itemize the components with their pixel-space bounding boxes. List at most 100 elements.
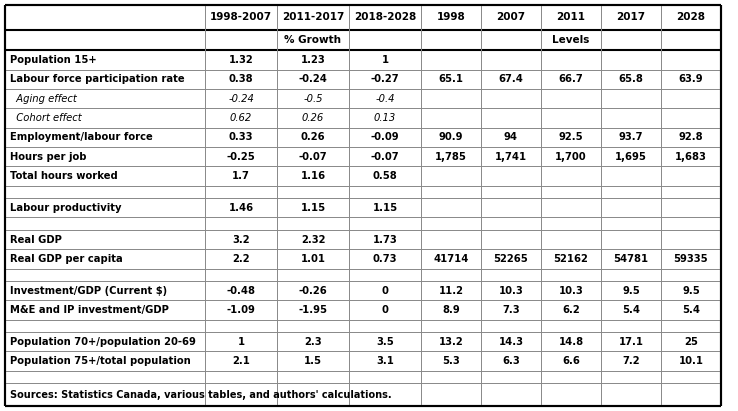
Text: 0: 0 [382, 286, 388, 296]
Text: Investment/GDP (Current $): Investment/GDP (Current $) [10, 286, 167, 296]
Text: 90.9: 90.9 [439, 132, 463, 142]
Text: Real GDP: Real GDP [10, 235, 62, 245]
Text: 10.1: 10.1 [678, 356, 703, 366]
Text: 17.1: 17.1 [618, 337, 644, 347]
Text: 1.01: 1.01 [300, 254, 325, 264]
Text: 5.4: 5.4 [622, 305, 640, 315]
Text: Sources: Statistics Canada, various tables, and authors' calculations.: Sources: Statistics Canada, various tabl… [10, 390, 392, 399]
Text: 2011: 2011 [556, 12, 585, 23]
Text: Population 75+/total population: Population 75+/total population [10, 356, 190, 366]
Text: 10.3: 10.3 [499, 286, 523, 296]
Text: 92.8: 92.8 [679, 132, 703, 142]
Text: 1.73: 1.73 [373, 235, 397, 245]
Text: 1998: 1998 [437, 12, 466, 23]
Text: -0.24: -0.24 [228, 94, 254, 104]
Text: 2017: 2017 [616, 12, 646, 23]
Text: % Growth: % Growth [285, 35, 342, 45]
Text: 14.3: 14.3 [498, 337, 523, 347]
Text: M&E and IP investment/GDP: M&E and IP investment/GDP [10, 305, 169, 315]
Text: -1.09: -1.09 [227, 305, 255, 315]
Text: 3.1: 3.1 [376, 356, 394, 366]
Text: 2028: 2028 [677, 12, 706, 23]
Text: 5.4: 5.4 [682, 305, 700, 315]
Text: 1.15: 1.15 [300, 203, 325, 213]
Text: 66.7: 66.7 [559, 74, 583, 84]
Text: 9.5: 9.5 [622, 286, 640, 296]
Text: 13.2: 13.2 [438, 337, 463, 347]
Text: Total hours worked: Total hours worked [10, 171, 118, 181]
Text: 1.7: 1.7 [232, 171, 250, 181]
Text: 92.5: 92.5 [559, 132, 583, 142]
Text: 94: 94 [504, 132, 518, 142]
Text: 1,785: 1,785 [435, 152, 467, 162]
Text: 11.2: 11.2 [438, 286, 463, 296]
Text: 1,683: 1,683 [675, 152, 707, 162]
Text: Labour force participation rate: Labour force participation rate [10, 74, 184, 84]
Text: 3.5: 3.5 [376, 337, 394, 347]
Text: 2.1: 2.1 [232, 356, 250, 366]
Text: 0.33: 0.33 [229, 132, 253, 142]
Text: 9.5: 9.5 [682, 286, 700, 296]
Text: -0.24: -0.24 [299, 74, 328, 84]
Text: 10.3: 10.3 [559, 286, 583, 296]
Text: 1.16: 1.16 [300, 171, 325, 181]
Text: Aging effect: Aging effect [10, 94, 77, 104]
Text: 67.4: 67.4 [499, 74, 523, 84]
Text: 1: 1 [238, 337, 244, 347]
Text: 1,741: 1,741 [495, 152, 527, 162]
Text: 54781: 54781 [613, 254, 649, 264]
Text: -0.5: -0.5 [303, 94, 323, 104]
Text: 0.58: 0.58 [373, 171, 397, 181]
Text: -0.09: -0.09 [370, 132, 399, 142]
Text: 1: 1 [382, 55, 389, 65]
Text: 63.9: 63.9 [679, 74, 703, 84]
Text: 2.32: 2.32 [301, 235, 325, 245]
Text: 3.2: 3.2 [232, 235, 249, 245]
Text: 2.2: 2.2 [232, 254, 249, 264]
Text: -0.07: -0.07 [299, 152, 328, 162]
Text: 65.1: 65.1 [438, 74, 463, 84]
Text: Population 70+/population 20-69: Population 70+/population 20-69 [10, 337, 196, 347]
Text: 7.2: 7.2 [622, 356, 640, 366]
Text: 0.26: 0.26 [302, 113, 324, 123]
Text: 0.26: 0.26 [300, 132, 325, 142]
Text: -0.4: -0.4 [375, 94, 395, 104]
Text: -0.27: -0.27 [370, 74, 399, 84]
Text: 1,700: 1,700 [555, 152, 587, 162]
Text: 5.3: 5.3 [442, 356, 460, 366]
Text: 1998-2007: 1998-2007 [210, 12, 272, 23]
Text: Levels: Levels [552, 35, 590, 45]
Text: 2007: 2007 [497, 12, 525, 23]
Text: 2.3: 2.3 [304, 337, 322, 347]
Text: -0.25: -0.25 [227, 152, 255, 162]
Text: 6.3: 6.3 [502, 356, 520, 366]
Text: Real GDP per capita: Real GDP per capita [10, 254, 123, 264]
Text: 59335: 59335 [674, 254, 708, 264]
Text: 1.23: 1.23 [300, 55, 325, 65]
Text: 6.6: 6.6 [562, 356, 580, 366]
Text: 1,695: 1,695 [615, 152, 647, 162]
Text: 65.8: 65.8 [618, 74, 644, 84]
Text: -0.26: -0.26 [299, 286, 328, 296]
Text: Population 15+: Population 15+ [10, 55, 97, 65]
Text: -0.07: -0.07 [370, 152, 399, 162]
Text: 2011-2017: 2011-2017 [282, 12, 344, 23]
Text: 1.46: 1.46 [229, 203, 254, 213]
Text: 0: 0 [382, 305, 388, 315]
Text: 14.8: 14.8 [559, 337, 584, 347]
Text: 6.2: 6.2 [562, 305, 580, 315]
Text: -0.48: -0.48 [227, 286, 255, 296]
Text: 1.15: 1.15 [373, 203, 398, 213]
Text: -1.95: -1.95 [298, 305, 328, 315]
Text: 7.3: 7.3 [502, 305, 520, 315]
Text: Cohort effect: Cohort effect [10, 113, 82, 123]
Text: 0.73: 0.73 [373, 254, 397, 264]
Text: 25: 25 [684, 337, 698, 347]
Text: 2018-2028: 2018-2028 [354, 12, 416, 23]
Text: Employment/labour force: Employment/labour force [10, 132, 153, 142]
Text: 93.7: 93.7 [618, 132, 644, 142]
Text: 8.9: 8.9 [442, 305, 460, 315]
Text: Hours per job: Hours per job [10, 152, 86, 162]
Text: Labour productivity: Labour productivity [10, 203, 122, 213]
Text: 52265: 52265 [494, 254, 528, 264]
